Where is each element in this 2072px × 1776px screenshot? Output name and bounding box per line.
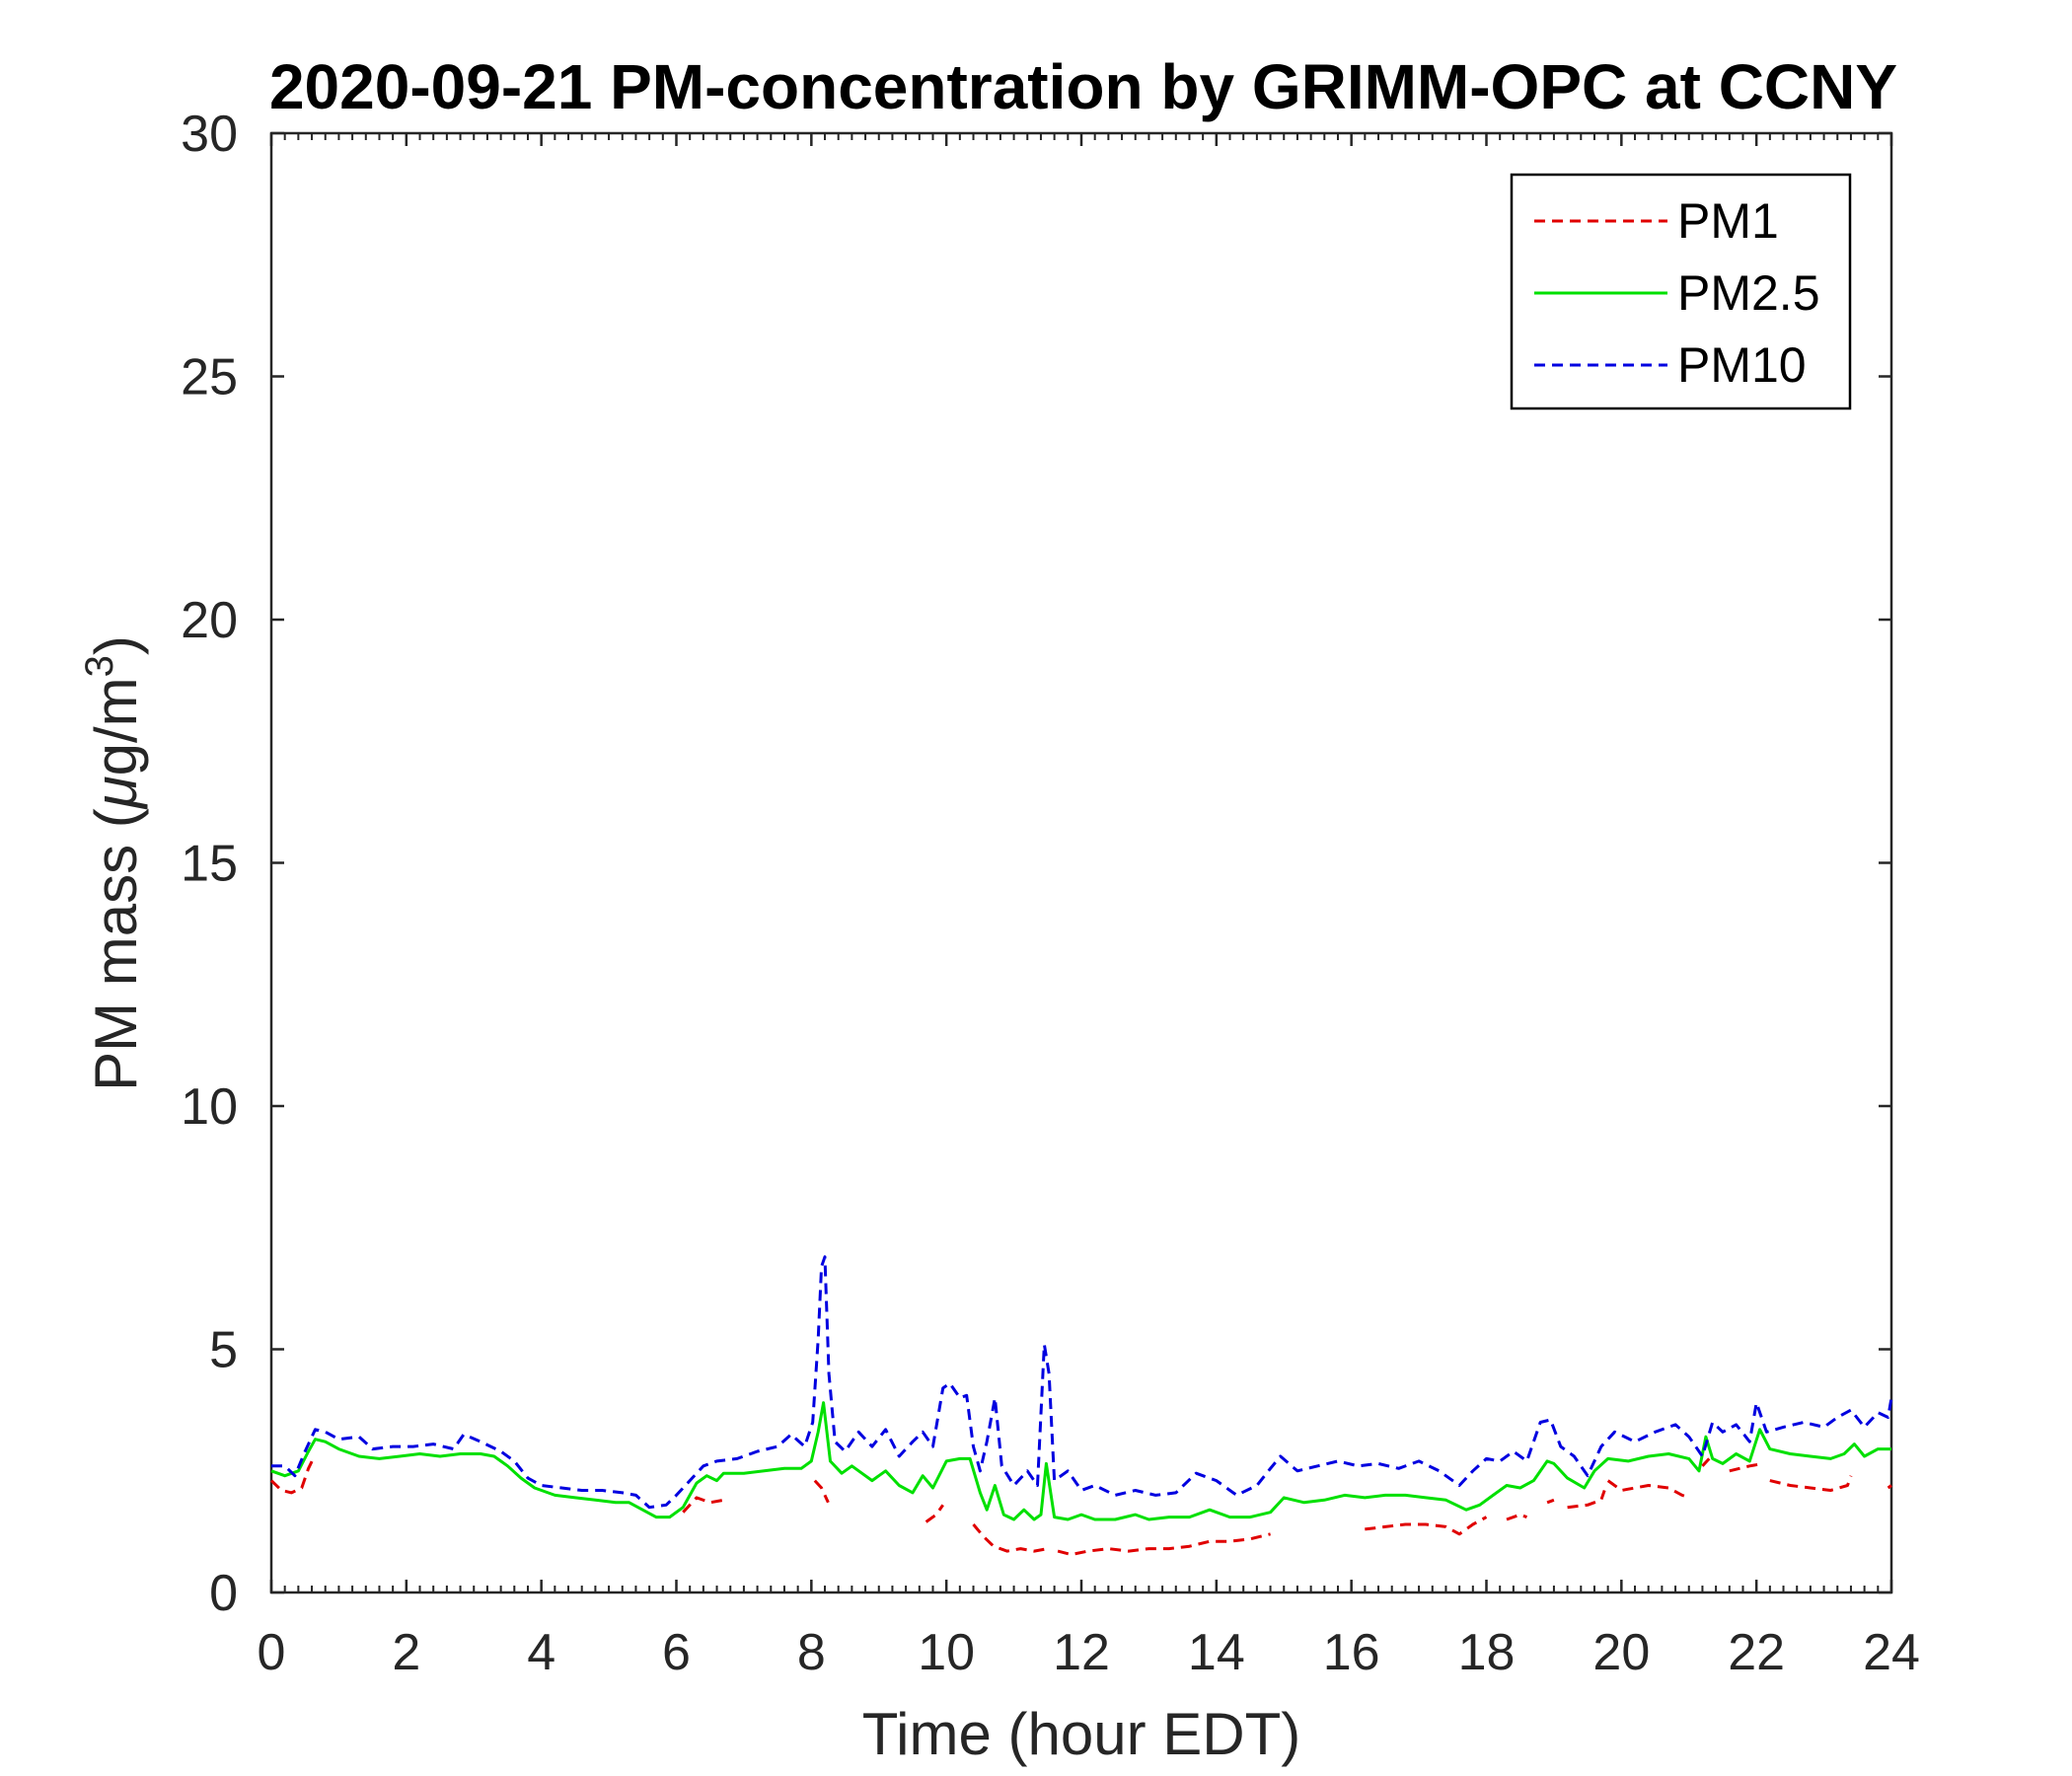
x-tick-label: 2 xyxy=(392,1624,420,1681)
x-tick-label: 12 xyxy=(1053,1624,1110,1681)
y-tick-label: 30 xyxy=(181,106,238,163)
y-tick-label: 5 xyxy=(209,1322,238,1379)
x-tick-label: 6 xyxy=(662,1624,691,1681)
y-tick-label: 15 xyxy=(181,836,238,893)
x-tick-label: 22 xyxy=(1728,1624,1785,1681)
y-axis-label-superscript: 3 xyxy=(78,655,121,677)
y-axis-label-suffix: ) xyxy=(83,635,149,655)
x-tick-label: 18 xyxy=(1458,1624,1516,1681)
x-tick-label: 10 xyxy=(918,1624,975,1681)
legend-entries: PM1 PM2.5 PM10 xyxy=(1534,193,1820,393)
x-tick-label: 16 xyxy=(1323,1624,1380,1681)
y-axis-label: PM mass (μg/m3) xyxy=(78,635,149,1091)
legend-label-pm1: PM1 xyxy=(1677,193,1779,249)
y-tick-label: 0 xyxy=(209,1565,238,1622)
x-tick-label: 20 xyxy=(1592,1624,1650,1681)
legend-label-pm2-5: PM2.5 xyxy=(1677,265,1820,321)
series-line-pm10 xyxy=(271,1255,1893,1510)
y-axis-label-mu: μ xyxy=(83,776,149,810)
series-layer xyxy=(269,1255,1893,1556)
legend-label-pm10: PM10 xyxy=(1677,337,1807,393)
series-line-pm2-5 xyxy=(270,1401,1891,1521)
x-tick-label: 14 xyxy=(1188,1624,1245,1681)
series-line-pm1 xyxy=(269,1457,1892,1556)
y-tick-label: 20 xyxy=(181,592,238,649)
y-tick-label: 25 xyxy=(181,349,238,407)
x-tick-label: 8 xyxy=(797,1624,826,1681)
x-tick-label: 0 xyxy=(258,1624,286,1681)
x-axis-label: Time (hour EDT) xyxy=(862,1701,1301,1767)
y-tick-label: 10 xyxy=(181,1078,238,1136)
chart-title: 2020-09-21 PM-concentration by GRIMM-OPC… xyxy=(269,51,1897,122)
y-axis-label-prefix: PM mass ( xyxy=(83,808,149,1091)
x-tick-label: 4 xyxy=(527,1624,555,1681)
legend: PM1 PM2.5 PM10 xyxy=(1510,173,1852,410)
x-tick-label: 24 xyxy=(1863,1624,1920,1681)
y-axis-label-unit: g/m xyxy=(83,677,149,776)
